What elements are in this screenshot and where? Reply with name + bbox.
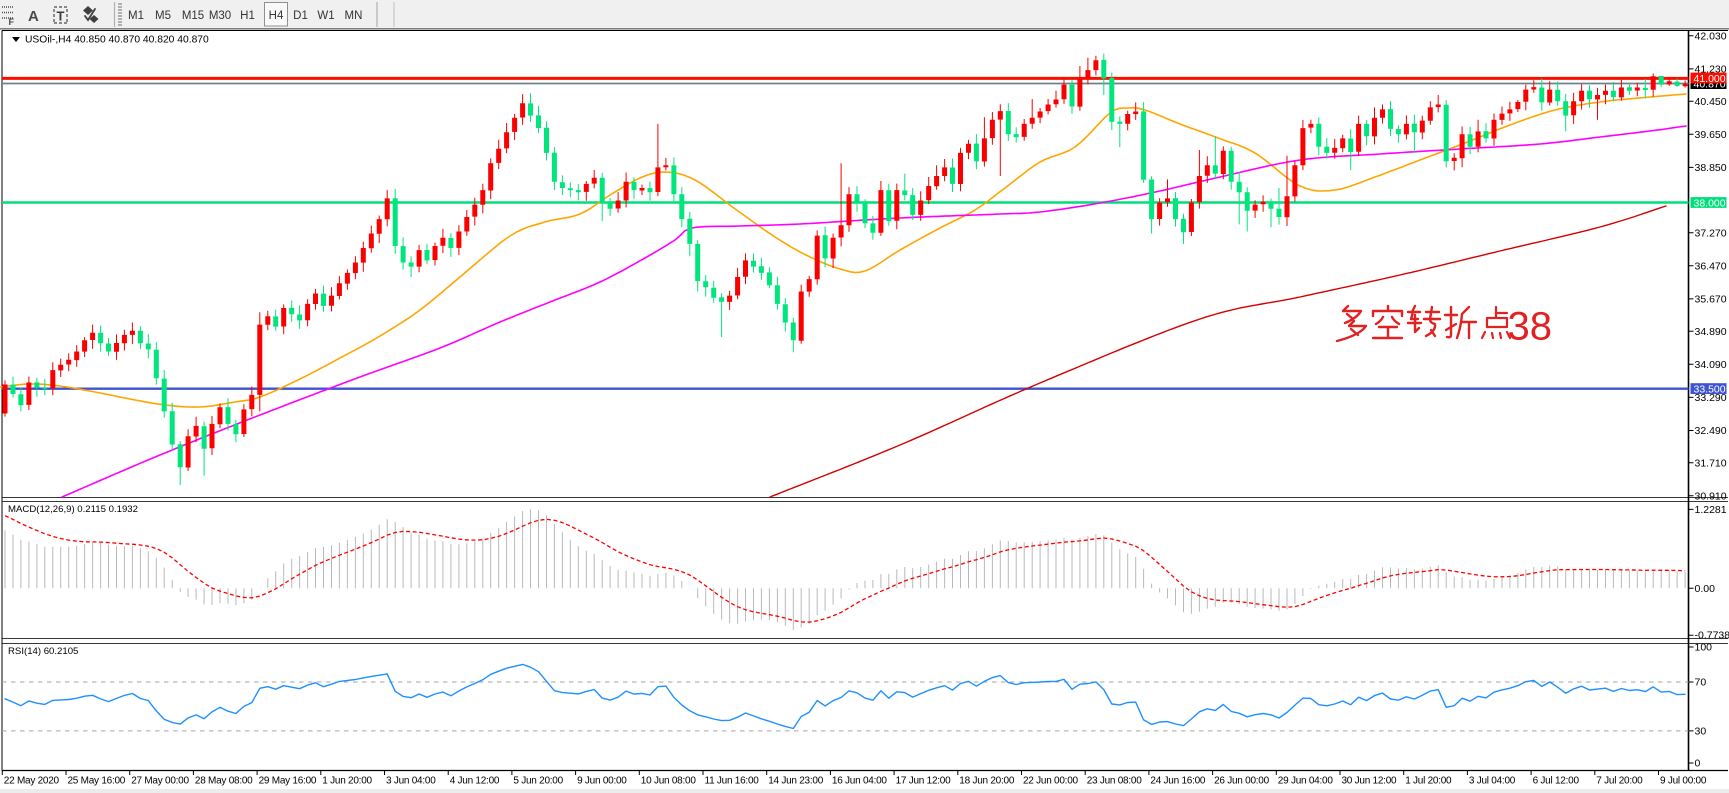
svg-text:33.290: 33.290: [1695, 392, 1727, 404]
svg-text:32.490: 32.490: [1695, 425, 1727, 437]
svg-text:M30: M30: [209, 10, 231, 22]
svg-text:36.470: 36.470: [1695, 260, 1727, 272]
svg-text:23 Jun 08:00: 23 Jun 08:00: [1087, 776, 1143, 787]
svg-text:T: T: [57, 9, 65, 24]
svg-text:W1: W1: [317, 10, 334, 22]
svg-text:38: 38: [1508, 305, 1553, 349]
svg-text:M5: M5: [155, 10, 171, 22]
svg-text:0.00: 0.00: [1695, 583, 1716, 595]
svg-text:MACD(12,26,9) 0.2115 0.1932: MACD(12,26,9) 0.2115 0.1932: [8, 504, 138, 515]
svg-text:MN: MN: [345, 10, 363, 22]
svg-text:H1: H1: [240, 10, 255, 22]
svg-text:34.090: 34.090: [1695, 359, 1727, 371]
svg-text:27 May 00:00: 27 May 00:00: [131, 776, 189, 787]
svg-text:5 Jun 20:00: 5 Jun 20:00: [513, 776, 563, 787]
svg-text:0: 0: [1695, 757, 1701, 769]
svg-text:A: A: [28, 8, 39, 25]
svg-text:9 Jun 00:00: 9 Jun 00:00: [577, 776, 627, 787]
svg-text:RSI(14) 60.2105: RSI(14) 60.2105: [8, 646, 78, 657]
svg-text:7 Jul 20:00: 7 Jul 20:00: [1596, 776, 1643, 787]
svg-text:24 Jun 16:00: 24 Jun 16:00: [1150, 776, 1206, 787]
svg-text:17 Jun 12:00: 17 Jun 12:00: [896, 776, 952, 787]
svg-text:H4: H4: [269, 10, 284, 22]
svg-text:1.2281: 1.2281: [1695, 504, 1727, 516]
svg-text:14 Jun 23:00: 14 Jun 23:00: [768, 776, 824, 787]
svg-text:F: F: [9, 17, 15, 27]
svg-text:M1: M1: [128, 10, 144, 22]
svg-text:6 Jul 12:00: 6 Jul 12:00: [1533, 776, 1580, 787]
svg-text:39.650: 39.650: [1695, 129, 1727, 141]
svg-text:3 Jun 04:00: 3 Jun 04:00: [386, 776, 436, 787]
svg-text:33.500: 33.500: [1694, 383, 1726, 395]
svg-text:34.890: 34.890: [1695, 326, 1727, 338]
svg-text:11 Jun 16:00: 11 Jun 16:00: [705, 776, 760, 787]
svg-text:30.910: 30.910: [1695, 490, 1727, 502]
svg-text:38.850: 38.850: [1695, 162, 1727, 174]
svg-text:28 May 08:00: 28 May 08:00: [195, 776, 253, 787]
svg-text:1 Jun 20:00: 1 Jun 20:00: [322, 776, 372, 787]
svg-text:22 Jun 00:00: 22 Jun 00:00: [1023, 776, 1079, 787]
svg-text:38.000: 38.000: [1694, 197, 1726, 209]
svg-text:3 Jul 04:00: 3 Jul 04:00: [1469, 776, 1516, 787]
svg-text:42.030: 42.030: [1695, 30, 1727, 42]
svg-text:26 Jun 00:00: 26 Jun 00:00: [1214, 776, 1270, 787]
svg-text:35.670: 35.670: [1695, 294, 1727, 306]
svg-text:30: 30: [1695, 725, 1707, 737]
svg-text:18 Jun 20:00: 18 Jun 20:00: [959, 776, 1015, 787]
svg-text:41.230: 41.230: [1695, 63, 1727, 75]
svg-text:1 Jul 20:00: 1 Jul 20:00: [1405, 776, 1452, 787]
svg-text:70: 70: [1695, 676, 1707, 688]
svg-text:40.450: 40.450: [1695, 96, 1727, 108]
svg-text:16 Jun 04:00: 16 Jun 04:00: [832, 776, 888, 787]
svg-text:29 May 16:00: 29 May 16:00: [259, 776, 317, 787]
svg-text:D1: D1: [293, 10, 308, 22]
svg-text:4 Jun 12:00: 4 Jun 12:00: [450, 776, 500, 787]
svg-text:22 May 2020: 22 May 2020: [4, 776, 60, 787]
svg-text:29 Jun 04:00: 29 Jun 04:00: [1278, 776, 1334, 787]
svg-text:100: 100: [1695, 641, 1713, 653]
svg-text:9 Jul 00:00: 9 Jul 00:00: [1660, 776, 1707, 787]
svg-text:10 Jun 08:00: 10 Jun 08:00: [641, 776, 697, 787]
svg-text:M15: M15: [182, 10, 204, 22]
svg-text:41.000: 41.000: [1694, 73, 1726, 85]
svg-text:USOil-,H4 40.850 40.870 40.82: USOil-,H4 40.850 40.870 40.820 40.870: [25, 35, 209, 46]
svg-text:37.270: 37.270: [1695, 227, 1727, 239]
svg-text:25 May 16:00: 25 May 16:00: [68, 776, 126, 787]
svg-text:30 Jun 12:00: 30 Jun 12:00: [1342, 776, 1398, 787]
svg-text:-0.7738: -0.7738: [1695, 630, 1729, 642]
svg-text:31.710: 31.710: [1695, 457, 1727, 469]
